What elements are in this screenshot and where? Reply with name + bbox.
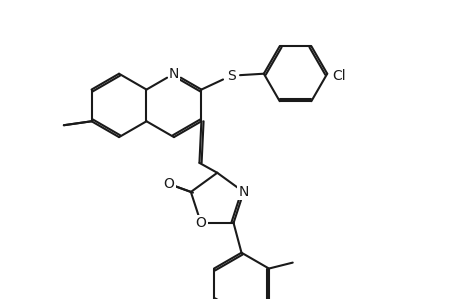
Text: O: O bbox=[195, 216, 206, 230]
Text: O: O bbox=[163, 177, 174, 191]
Text: N: N bbox=[238, 185, 248, 199]
Text: Cl: Cl bbox=[331, 69, 345, 83]
Text: N: N bbox=[168, 67, 179, 81]
Text: S: S bbox=[226, 69, 235, 83]
